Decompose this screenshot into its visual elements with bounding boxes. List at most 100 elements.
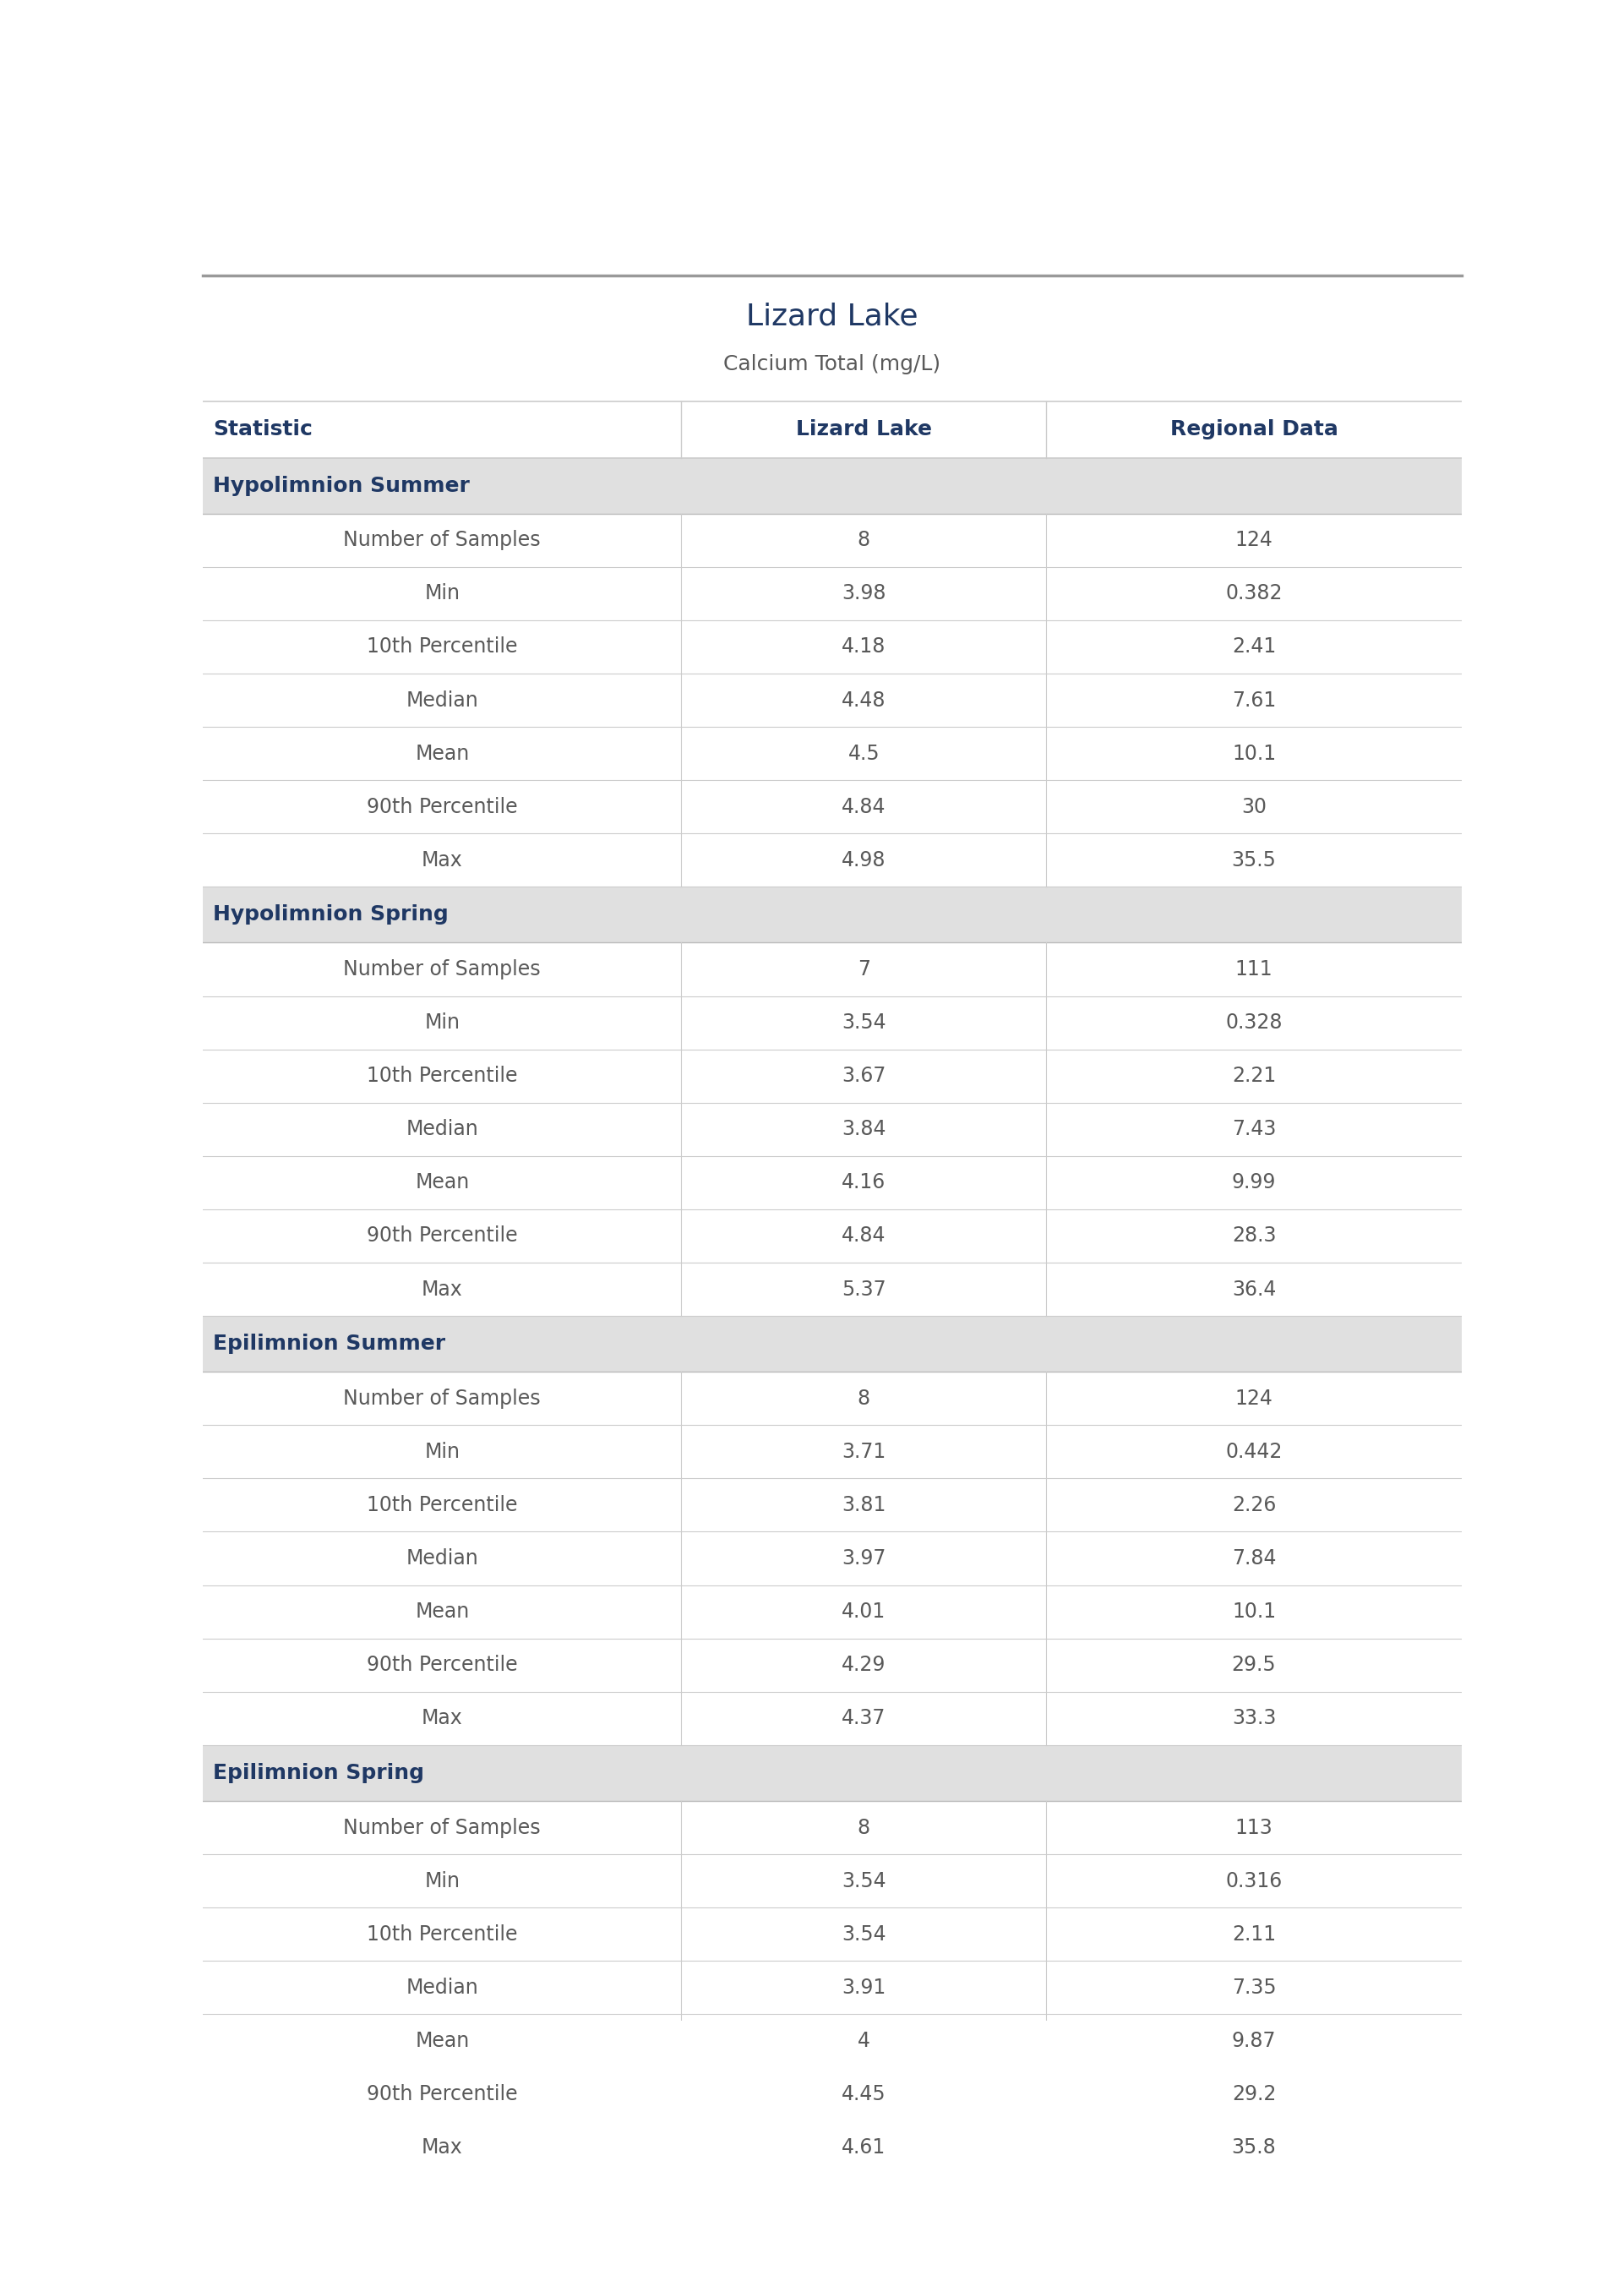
Text: 3.71: 3.71 [841, 1441, 885, 1462]
Text: Number of Samples: Number of Samples [343, 960, 541, 981]
Text: Mean: Mean [416, 1174, 469, 1192]
Text: Min: Min [424, 583, 460, 604]
Text: 4.01: 4.01 [841, 1603, 885, 1621]
Text: 4.48: 4.48 [841, 690, 887, 711]
Text: 9.99: 9.99 [1231, 1174, 1276, 1192]
Bar [203, 459, 1462, 513]
Bar [203, 726, 1462, 781]
Text: 3.54: 3.54 [841, 1870, 887, 1891]
Text: 3.98: 3.98 [841, 583, 887, 604]
Bar [203, 1639, 1462, 1691]
Text: 4.84: 4.84 [841, 1226, 887, 1246]
Text: 7.35: 7.35 [1231, 1977, 1276, 1998]
Bar [203, 1800, 1462, 1855]
Text: Mean: Mean [416, 2032, 469, 2052]
Text: 124: 124 [1234, 1389, 1273, 1410]
Text: Mean: Mean [416, 1603, 469, 1621]
Text: 3.91: 3.91 [841, 1977, 885, 1998]
Bar [203, 1371, 1462, 1426]
Text: Min: Min [424, 1012, 460, 1033]
Text: 111: 111 [1236, 960, 1273, 981]
Text: 0.382: 0.382 [1226, 583, 1283, 604]
Text: 2.41: 2.41 [1233, 638, 1276, 656]
Text: 7.84: 7.84 [1231, 1548, 1276, 1569]
Text: 4.61: 4.61 [841, 2138, 885, 2156]
Bar [203, 1317, 1462, 1371]
Bar [203, 2068, 1462, 2120]
Text: 35.8: 35.8 [1231, 2138, 1276, 2156]
Text: 2.21: 2.21 [1233, 1067, 1276, 1085]
Bar [203, 888, 1462, 942]
Text: 4.16: 4.16 [841, 1174, 885, 1192]
Text: Hypolimnion Spring: Hypolimnion Spring [213, 906, 448, 924]
Bar [203, 2013, 1462, 2068]
Bar [203, 674, 1462, 726]
Text: Epilimnion Summer: Epilimnion Summer [213, 1335, 445, 1353]
Text: Max: Max [422, 849, 463, 869]
Text: 0.442: 0.442 [1226, 1441, 1283, 1462]
Text: 8: 8 [857, 1818, 870, 1839]
Text: 3.81: 3.81 [841, 1496, 887, 1516]
Bar [203, 1961, 1462, 2013]
Bar [203, 997, 1462, 1049]
Text: 3.54: 3.54 [841, 1012, 887, 1033]
Bar [203, 1155, 1462, 1210]
Bar [203, 781, 1462, 833]
Text: 29.2: 29.2 [1231, 2084, 1276, 2104]
Text: Median: Median [406, 1977, 479, 1998]
Bar [203, 1907, 1462, 1961]
Bar [203, 1746, 1462, 1800]
Text: 0.328: 0.328 [1226, 1012, 1283, 1033]
Text: 3.54: 3.54 [841, 1925, 887, 1945]
Text: Max: Max [422, 2138, 463, 2156]
Text: 28.3: 28.3 [1231, 1226, 1276, 1246]
Text: 4.84: 4.84 [841, 797, 887, 817]
Text: 90th Percentile: 90th Percentile [367, 2084, 518, 2104]
Bar [203, 568, 1462, 620]
Text: Number of Samples: Number of Samples [343, 1818, 541, 1839]
Bar [203, 1478, 1462, 1532]
Bar [203, 1426, 1462, 1478]
Text: 2.26: 2.26 [1231, 1496, 1276, 1516]
Text: 35.5: 35.5 [1231, 849, 1276, 869]
Bar [203, 1049, 1462, 1103]
Text: 3.97: 3.97 [841, 1548, 887, 1569]
Text: 10.1: 10.1 [1233, 742, 1276, 763]
Text: Lizard Lake: Lizard Lake [747, 302, 918, 331]
Text: 4.37: 4.37 [841, 1709, 887, 1727]
Text: Median: Median [406, 690, 479, 711]
Text: 90th Percentile: 90th Percentile [367, 1655, 518, 1675]
Text: Max: Max [422, 1709, 463, 1727]
Text: Number of Samples: Number of Samples [343, 531, 541, 549]
Text: Median: Median [406, 1548, 479, 1569]
Text: Number of Samples: Number of Samples [343, 1389, 541, 1410]
Text: 0.316: 0.316 [1226, 1870, 1283, 1891]
Text: 2.11: 2.11 [1233, 1925, 1276, 1945]
Text: 4.18: 4.18 [841, 638, 887, 656]
Text: 10.1: 10.1 [1233, 1603, 1276, 1621]
Text: 7: 7 [857, 960, 870, 981]
Bar [203, 1210, 1462, 1262]
Bar [203, 620, 1462, 674]
Text: 90th Percentile: 90th Percentile [367, 1226, 518, 1246]
Text: 113: 113 [1234, 1818, 1273, 1839]
Text: Mean: Mean [416, 742, 469, 763]
Bar [203, 833, 1462, 888]
Text: 33.3: 33.3 [1231, 1709, 1276, 1727]
Bar [203, 513, 1462, 568]
Text: 7.61: 7.61 [1233, 690, 1276, 711]
Text: 8: 8 [857, 531, 870, 549]
Text: 3.84: 3.84 [841, 1119, 887, 1140]
Text: 4.98: 4.98 [841, 849, 887, 869]
Text: 4: 4 [857, 2032, 870, 2052]
Text: Lizard Lake: Lizard Lake [796, 420, 932, 440]
Text: Median: Median [406, 1119, 479, 1140]
Text: 10th Percentile: 10th Percentile [367, 1067, 518, 1085]
Text: 4.45: 4.45 [841, 2084, 887, 2104]
Text: 4.29: 4.29 [841, 1655, 887, 1675]
Text: 29.5: 29.5 [1231, 1655, 1276, 1675]
Text: Statistic: Statistic [213, 420, 313, 440]
Bar [203, 1691, 1462, 1746]
Bar [203, 2120, 1462, 2175]
Text: Min: Min [424, 1441, 460, 1462]
